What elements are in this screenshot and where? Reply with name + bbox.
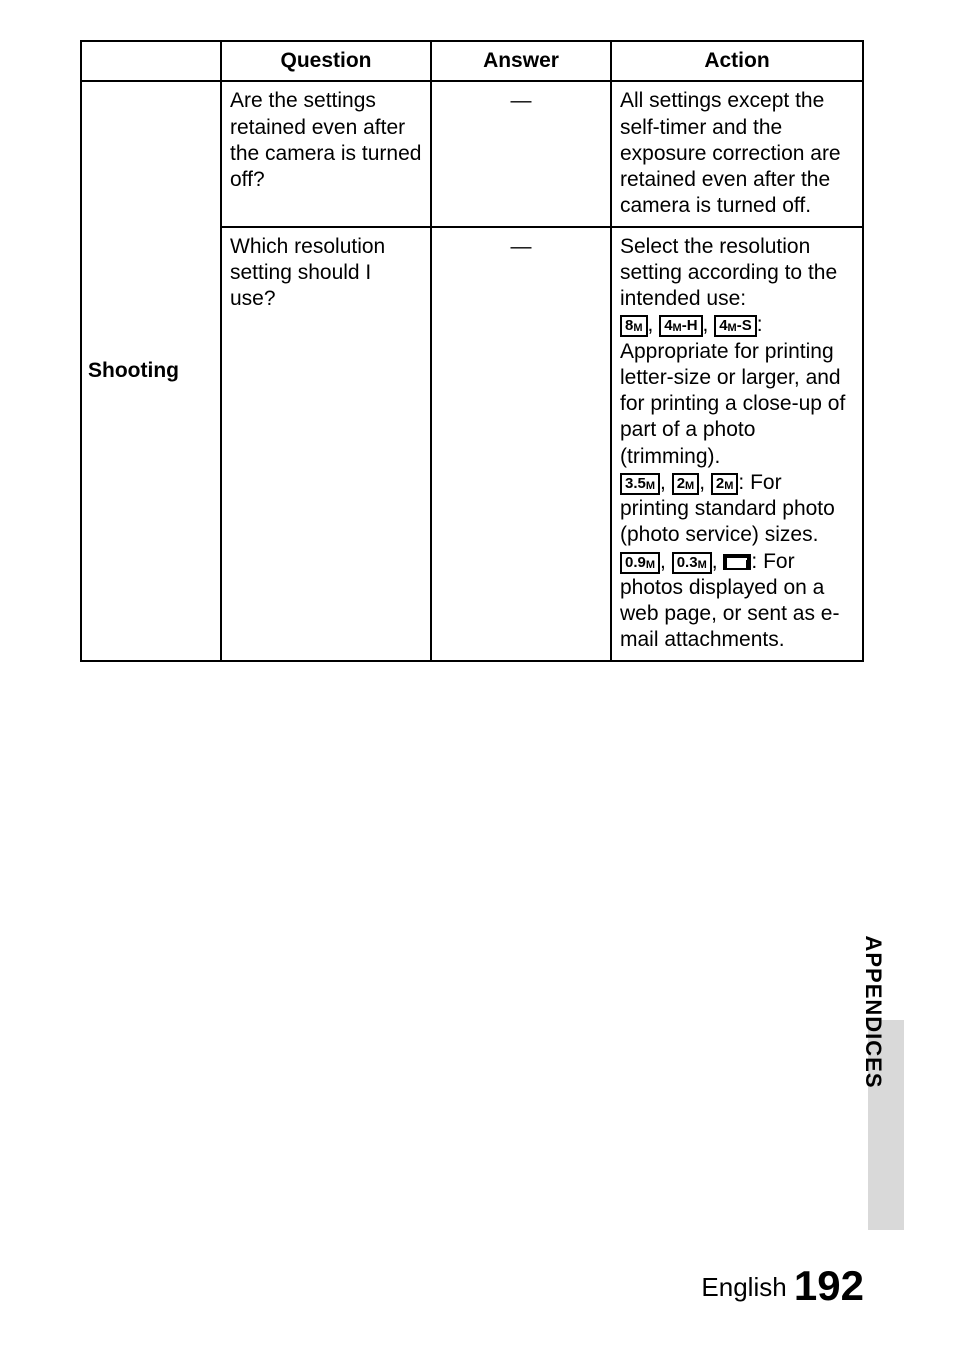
table-header-row: Question Answer Action [81,41,863,81]
mail-icon [723,554,751,570]
resolution-icon: 4M-S [714,315,757,337]
answer-cell: — [431,81,611,226]
resolution-icon: 4M-H [659,315,702,337]
side-tab: APPENDICES [868,1020,904,1230]
header-question: Question [221,41,431,81]
resolution-icon: 3.5M [620,473,660,495]
action-cell: Select the resolution setting according … [611,227,863,661]
page-number: 192 [794,1262,864,1309]
resolution-icon: 2M [672,473,700,495]
question-cell: Are the settings retained even after the… [221,81,431,226]
category-cell: Shooting [81,81,221,660]
action-lead: Select the resolution setting according … [620,235,837,311]
resolution-icon: 8M [620,315,648,337]
answer-cell: — [431,227,611,661]
header-answer: Answer [431,41,611,81]
resolution-icon: 0.9M [620,552,660,574]
page-root: Question Answer Action Shooting Are the … [0,0,954,1350]
header-action: Action [611,41,863,81]
footer-language: English [701,1272,786,1302]
header-blank [81,41,221,81]
action-cell: All settings except the self-timer and t… [611,81,863,226]
resolution-icon: 0.3M [672,552,712,574]
page-footer: English 192 [701,1262,864,1310]
side-tab-label: APPENDICES [860,935,886,1088]
qa-table: Question Answer Action Shooting Are the … [80,40,864,662]
table-row: Shooting Are the settings retained even … [81,81,863,226]
question-cell: Which resolution setting should I use? [221,227,431,661]
resolution-icon: 2M [711,473,739,495]
